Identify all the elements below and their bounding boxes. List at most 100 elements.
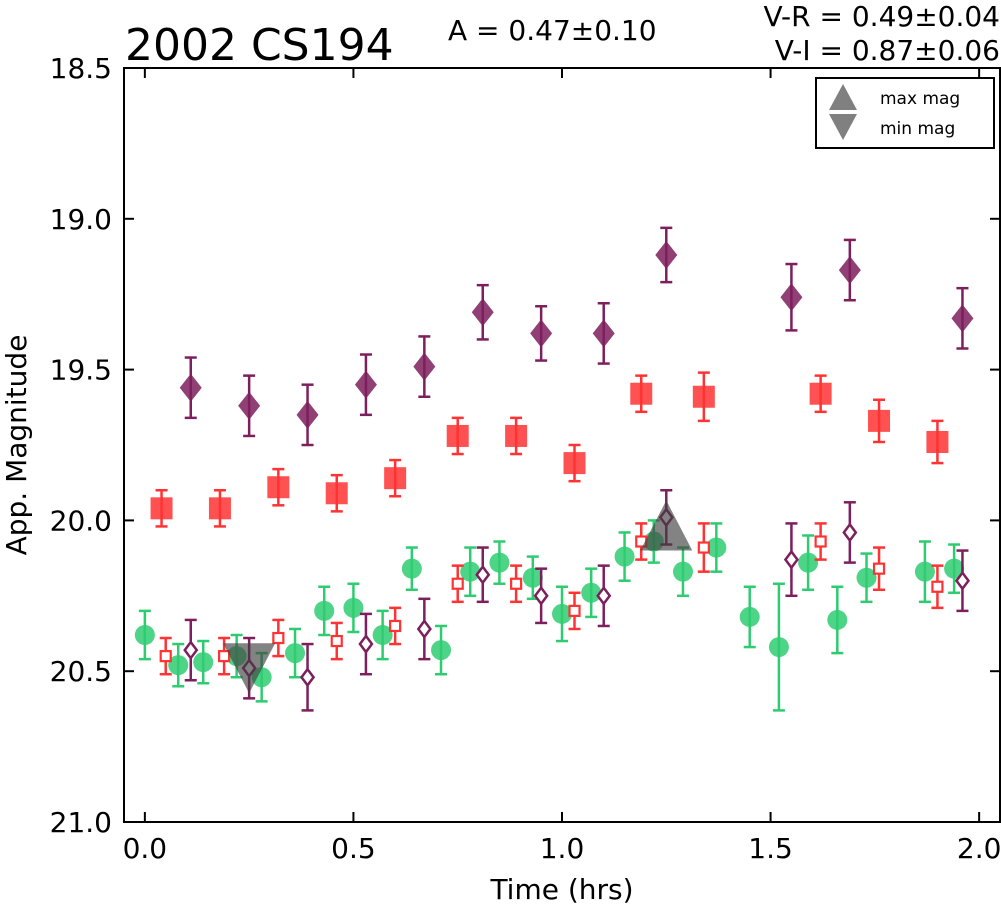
- data-point: [451, 577, 464, 590]
- data-point: [739, 606, 760, 627]
- data-point: [314, 600, 335, 621]
- data-point: [299, 667, 316, 688]
- data-point: [872, 562, 886, 575]
- y-tick-label: 21.0: [50, 806, 112, 839]
- data-point: [159, 650, 172, 663]
- data-point: [868, 409, 891, 432]
- data-point: [134, 625, 155, 646]
- series-circle-filled: [134, 519, 965, 712]
- data-point: [475, 564, 491, 585]
- data-point: [267, 476, 290, 499]
- data-point: [842, 522, 858, 543]
- data-point: [193, 652, 214, 673]
- data-point: [168, 655, 189, 676]
- y-tick-label: 20.0: [50, 504, 112, 537]
- data-point: [460, 561, 481, 582]
- legend: max mag min mag: [815, 77, 995, 149]
- color-index-vi-label: V-I = 0.87±0.06: [775, 34, 1000, 67]
- data-point: [552, 603, 572, 624]
- data-point: [150, 497, 173, 520]
- data-point: [780, 283, 803, 312]
- legend-min-mag-icon: [829, 114, 857, 140]
- data-point: [630, 382, 653, 405]
- legend-max-mag-icon: [829, 84, 857, 110]
- data-point: [416, 618, 432, 640]
- max-mag-marker: [640, 500, 693, 551]
- data-point: [581, 582, 602, 603]
- series-diamond-open: [183, 488, 971, 712]
- data-point: [944, 558, 965, 579]
- x-tick-label: 1.0: [540, 832, 585, 865]
- y-tick-label: 20.5: [50, 655, 112, 688]
- color-index-vr-label: V-R = 0.49±0.04: [764, 0, 1000, 33]
- data-point: [285, 643, 306, 664]
- y-tick-label: 18.5: [50, 52, 112, 85]
- data-point: [218, 650, 231, 663]
- data-point: [343, 597, 364, 618]
- data-point: [768, 637, 789, 658]
- data-point: [798, 552, 819, 573]
- data-layer: [134, 226, 974, 712]
- data-point: [856, 567, 877, 588]
- data-point: [838, 256, 861, 285]
- data-point: [655, 240, 678, 269]
- data-point: [533, 585, 549, 606]
- data-point: [384, 467, 407, 490]
- data-point: [489, 552, 510, 573]
- series-square-open: [159, 522, 944, 676]
- legend-label-max-mag: max mag: [880, 89, 960, 109]
- data-point: [951, 304, 974, 333]
- data-point: [522, 567, 543, 588]
- data-point: [510, 577, 523, 590]
- data-point: [530, 319, 553, 348]
- data-point: [706, 537, 727, 558]
- x-axis-ticks: 0.0 0.5 1.0 1.5 2.0: [123, 68, 1001, 865]
- data-point: [672, 561, 693, 582]
- data-point: [272, 631, 285, 645]
- data-point: [413, 352, 436, 381]
- data-point: [592, 319, 615, 348]
- data-point: [183, 640, 199, 661]
- data-point: [505, 424, 528, 447]
- x-tick-label: 0.0: [123, 832, 168, 865]
- data-point: [931, 580, 944, 593]
- data-point: [614, 546, 635, 567]
- data-point: [401, 558, 422, 579]
- data-point: [372, 625, 393, 646]
- legend-label-min-mag: min mag: [880, 119, 955, 139]
- data-point: [568, 604, 581, 617]
- x-tick-label: 1.5: [748, 832, 793, 865]
- data-point: [208, 497, 231, 520]
- extrema-marker-layer: [223, 500, 693, 694]
- data-point: [827, 609, 848, 630]
- data-point: [431, 640, 452, 661]
- data-point: [692, 385, 715, 408]
- data-point: [783, 549, 799, 570]
- data-point: [954, 570, 971, 591]
- amplitude-label: A = 0.47±0.10: [448, 14, 657, 47]
- data-point: [238, 391, 261, 420]
- y-axis-label: App. Magnitude: [0, 335, 33, 556]
- plot-frame: [123, 67, 1001, 823]
- x-tick-label: 0.5: [331, 832, 376, 865]
- data-point: [354, 370, 377, 399]
- x-axis-label: Time (hrs): [489, 873, 633, 904]
- data-point: [697, 541, 710, 554]
- data-point: [596, 585, 612, 606]
- data-point: [814, 535, 827, 548]
- data-point: [446, 424, 469, 447]
- data-point: [389, 619, 402, 633]
- series-square-filled: [150, 371, 949, 528]
- y-tick-label: 19.0: [50, 203, 112, 236]
- min-mag-marker: [223, 643, 276, 694]
- series-diamond-filled: [179, 226, 974, 447]
- data-point: [296, 400, 319, 429]
- y-axis-ticks: 18.5 19.0 19.5 20.0 20.5 21.0: [50, 52, 1000, 839]
- data-point: [914, 561, 935, 582]
- data-point: [809, 382, 832, 405]
- chart-title: 2002 CS194: [125, 20, 394, 71]
- data-point: [926, 430, 949, 453]
- data-point: [325, 482, 348, 505]
- x-tick-label: 2.0: [957, 832, 1001, 865]
- data-point: [471, 298, 494, 327]
